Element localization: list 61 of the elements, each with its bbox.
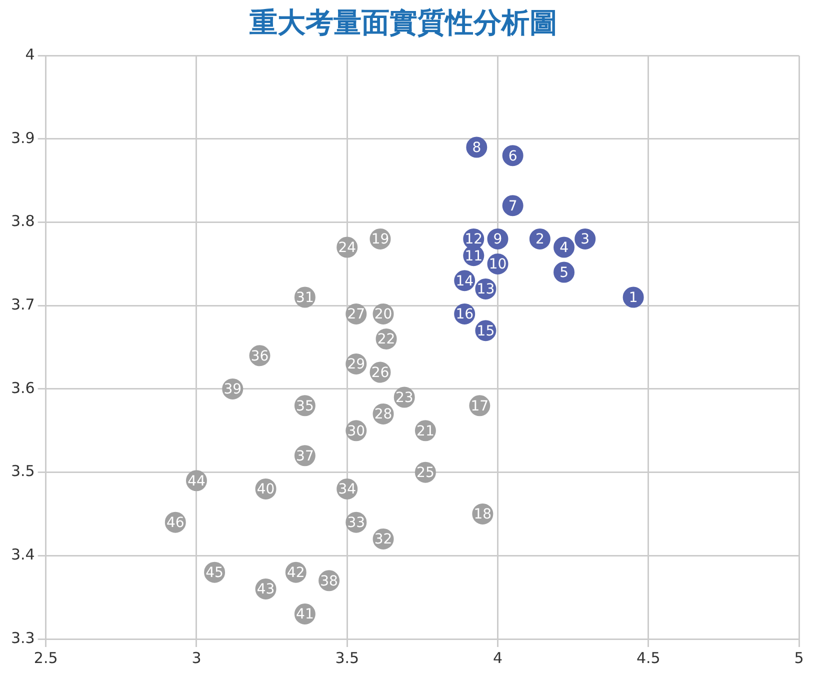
annotation: 34 — [338, 482, 356, 498]
annotation: 8 — [472, 140, 482, 156]
annotation: 23 — [395, 390, 414, 406]
x-tick-label: 4 — [492, 648, 503, 667]
y-tick-label: 3.5 — [10, 462, 35, 480]
y-tick-label: 3.4 — [10, 546, 35, 564]
y-tick-label: 4 — [25, 45, 35, 64]
annotation: 28 — [374, 406, 392, 423]
annotation: 17 — [470, 398, 489, 414]
annotation: 2 — [535, 232, 544, 248]
annotation: 26 — [371, 364, 390, 381]
y-tick-label: 3.8 — [10, 212, 35, 230]
annotation: 24 — [338, 240, 356, 256]
annotation: 27 — [347, 306, 366, 323]
annotation: 37 — [296, 448, 314, 464]
annotation: 6 — [508, 148, 518, 164]
annotation: 41 — [296, 606, 314, 623]
annotation: 36 — [250, 348, 269, 364]
annotation: 32 — [374, 532, 392, 548]
annotation: 7 — [508, 198, 518, 214]
annotation: 29 — [347, 356, 366, 373]
annotation: 13 — [476, 282, 495, 298]
x-tick-label: 3 — [192, 648, 202, 667]
x-tick-label: 3.5 — [335, 648, 360, 667]
annotation: 16 — [456, 306, 474, 323]
annotation: 31 — [296, 290, 314, 306]
annotation: 30 — [347, 423, 366, 440]
annotation: 42 — [286, 564, 305, 581]
y-tick-label: 3.7 — [10, 296, 35, 314]
x-tick-label: 4.5 — [636, 648, 660, 667]
annotation: 25 — [416, 464, 434, 481]
annotation: 4 — [560, 240, 569, 256]
annotation: 9 — [493, 232, 502, 248]
y-tick-label: 3.3 — [10, 628, 35, 647]
annotation: 19 — [371, 232, 390, 248]
annotation: 46 — [166, 514, 184, 531]
annotation: 39 — [224, 382, 242, 398]
y-tick-label: 3.6 — [10, 378, 35, 397]
annotation: 15 — [476, 323, 495, 340]
annotation: 40 — [256, 482, 275, 498]
annotation: 20 — [374, 306, 392, 323]
annotation: 43 — [256, 582, 275, 598]
annotation: 5 — [560, 264, 568, 281]
annotation: 12 — [464, 232, 483, 248]
x-tick-label: 5 — [794, 648, 804, 667]
annotation: 45 — [206, 564, 224, 581]
annotation: 44 — [188, 473, 206, 490]
annotation: 11 — [464, 248, 483, 264]
annotation: 14 — [456, 273, 474, 290]
annotation: 33 — [347, 514, 366, 531]
annotation: 38 — [320, 573, 338, 590]
annotation: 35 — [296, 398, 314, 414]
annotation: 3 — [580, 232, 590, 248]
annotation: 21 — [416, 423, 434, 440]
annotation: 1 — [628, 290, 638, 306]
x-tick-label: 2.5 — [34, 648, 58, 667]
annotation: 22 — [377, 332, 396, 348]
annotation: 18 — [474, 506, 492, 523]
annotation: 10 — [488, 256, 507, 273]
y-tick-label: 3.9 — [10, 128, 35, 147]
chart-title: 重大考量面實質性分析圖 — [248, 6, 558, 40]
